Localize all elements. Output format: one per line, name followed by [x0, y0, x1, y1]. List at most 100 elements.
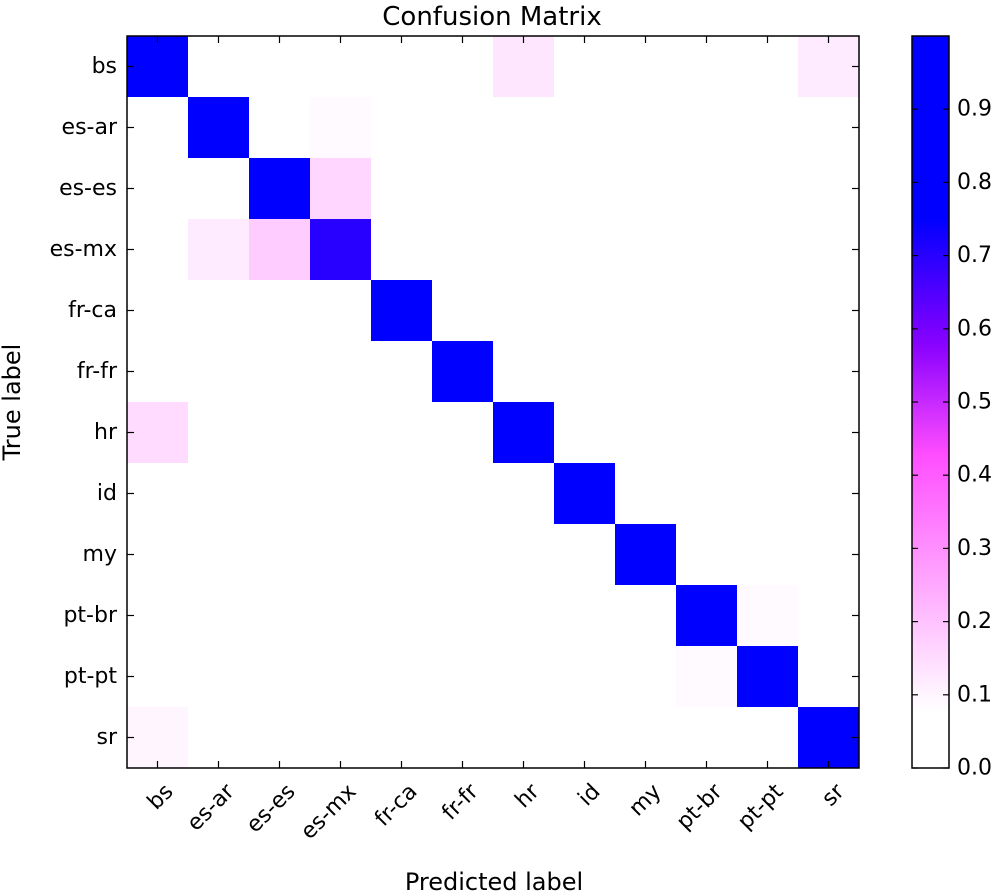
heatmap-cell [249, 280, 311, 342]
heatmap-cell [737, 402, 799, 464]
plot-frame [126, 35, 860, 769]
heatmap-cell [371, 280, 433, 342]
y-tick-label: pt-pt [64, 664, 117, 689]
heatmap-cell [554, 341, 616, 403]
heatmap-cell [798, 707, 860, 769]
heatmap-cell [310, 707, 372, 769]
heatmap-cell [798, 280, 860, 342]
heatmap-cell [127, 524, 189, 586]
y-tick-label: bs [92, 54, 117, 79]
heatmap-cell [615, 402, 677, 464]
heatmap-cell [676, 646, 738, 708]
heatmap-cell [798, 36, 860, 98]
heatmap-cell [493, 341, 555, 403]
heatmap-cell [188, 36, 250, 98]
heatmap-cell [127, 219, 189, 281]
heatmap-cell [127, 707, 189, 769]
colorbar-tick-label: 0.6 [957, 316, 992, 341]
y-tick-label: pt-br [63, 603, 117, 628]
heatmap-cell [310, 402, 372, 464]
heatmap-cell [615, 524, 677, 586]
heatmap-cell [554, 524, 616, 586]
heatmap-cell [676, 158, 738, 220]
heatmap-cell [615, 585, 677, 647]
colorbar-tick-label: 0.0 [957, 756, 992, 781]
heatmap-cell [371, 707, 433, 769]
heatmap-cell [493, 280, 555, 342]
heatmap-cell [737, 341, 799, 403]
heatmap-cell [432, 158, 494, 220]
heatmap-cell [432, 280, 494, 342]
heatmap-cell [493, 219, 555, 281]
heatmap-cell [310, 158, 372, 220]
heatmap-cell [432, 463, 494, 525]
y-tick-label: hr [94, 420, 118, 445]
heatmap-cell [188, 646, 250, 708]
y-tick-label: fr-ca [68, 298, 117, 323]
heatmap-cell [371, 646, 433, 708]
heatmap-cell [127, 280, 189, 342]
heatmap-cell [554, 402, 616, 464]
heatmap-cell [798, 97, 860, 159]
heatmap-cell [249, 36, 311, 98]
heatmap-cell [432, 219, 494, 281]
heatmap-cell [798, 585, 860, 647]
colorbar-tick-label: 0.7 [957, 243, 992, 268]
heatmap-cell [615, 280, 677, 342]
heatmap-cell [432, 341, 494, 403]
heatmap-cell [188, 707, 250, 769]
heatmap-cell [737, 707, 799, 769]
x-axis-label: Predicted label [405, 868, 583, 893]
y-tick-label: my [83, 542, 117, 567]
heatmap-cell [310, 524, 372, 586]
heatmap-cell [676, 341, 738, 403]
heatmap-cell [188, 341, 250, 403]
colorbar-tick-label: 0.5 [957, 390, 992, 415]
heatmap-cell [676, 707, 738, 769]
heatmap-cell [249, 585, 311, 647]
heatmap-cell [310, 280, 372, 342]
heatmap-cell [310, 97, 372, 159]
heatmap-cell [432, 585, 494, 647]
heatmap-cell [676, 280, 738, 342]
heatmap-cell [127, 646, 189, 708]
heatmap-cell [371, 97, 433, 159]
heatmap-cell [127, 402, 189, 464]
heatmap-cell [798, 158, 860, 220]
heatmap-cell [432, 36, 494, 98]
heatmap-cell [615, 36, 677, 98]
heatmap-cell [127, 585, 189, 647]
axis-ticks [127, 36, 859, 768]
heatmap-cell [554, 707, 616, 769]
heatmap-cell [249, 707, 311, 769]
heatmap-cell [310, 463, 372, 525]
heatmap-cell [798, 524, 860, 586]
heatmap-cell [798, 219, 860, 281]
heatmap-cell [737, 280, 799, 342]
heatmap-cell [493, 36, 555, 98]
heatmap-cell [737, 158, 799, 220]
heatmap-cell [615, 341, 677, 403]
heatmap-cell [310, 646, 372, 708]
heatmap-cell [371, 36, 433, 98]
heatmap-cell [371, 341, 433, 403]
heatmap-cell [615, 97, 677, 159]
heatmap-cell [310, 219, 372, 281]
heatmap-cell [249, 646, 311, 708]
y-tick-label: id [97, 481, 117, 506]
heatmap-cell [737, 97, 799, 159]
heatmap-cell [127, 97, 189, 159]
heatmap-cell [615, 158, 677, 220]
heatmap-cell [188, 97, 250, 159]
heatmap-cell [371, 585, 433, 647]
heatmap-cell [493, 707, 555, 769]
colorbar-tick-label: 0.3 [957, 536, 992, 561]
heatmap-cell [188, 463, 250, 525]
heatmap-cell [554, 463, 616, 525]
heatmap-cell [737, 646, 799, 708]
heatmap-cell [554, 280, 616, 342]
heatmap-cell [249, 463, 311, 525]
colorbar-tick-label: 0.1 [957, 682, 992, 707]
heatmap-cell [249, 158, 311, 220]
heatmap-cell [615, 463, 677, 525]
